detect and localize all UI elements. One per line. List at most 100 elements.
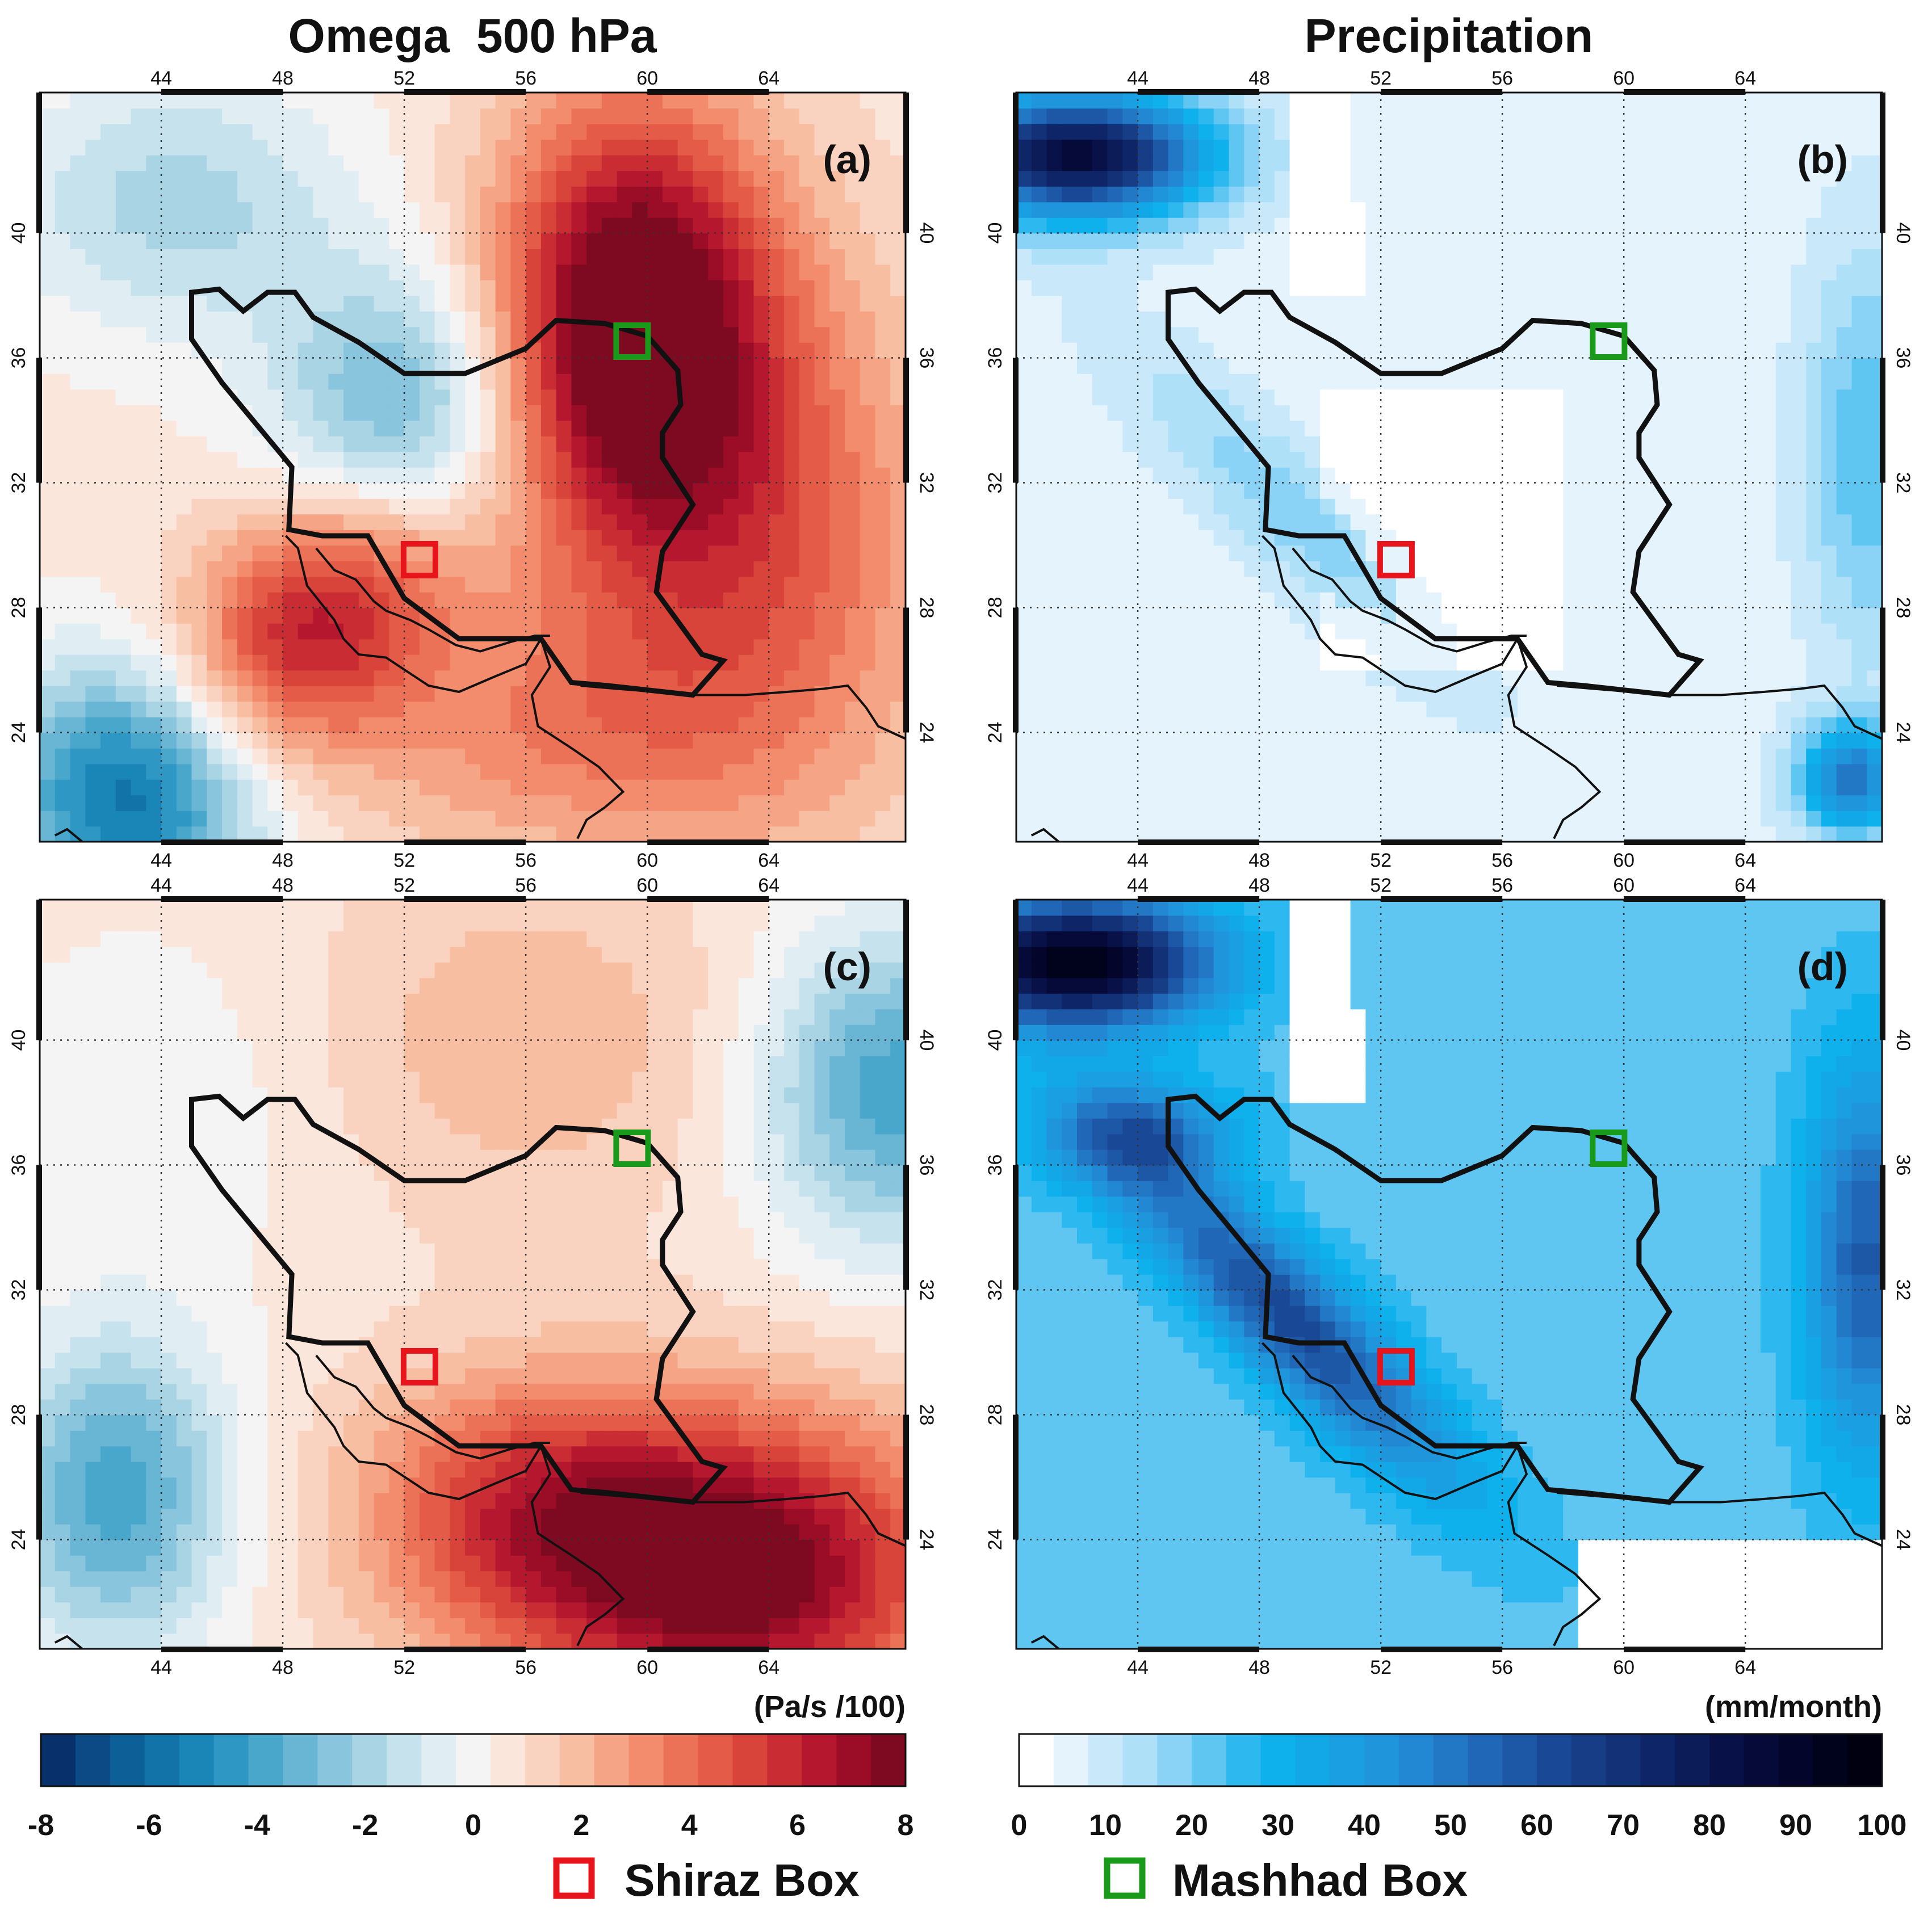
panel-c-coastlines [54,1093,906,1649]
precip-swatch [1122,1734,1158,1786]
panel-a-gridlines [40,93,906,842]
lon-tick-top: 64 [758,68,779,89]
precip-swatch [1675,1734,1710,1786]
panel-c: 44 44 48 48 52 52 56 56 60 60 64 64 40 40 36 36 32 32 28 28… [8,875,937,1678]
iran-border [189,286,728,698]
precip-tick: 20 [1175,1809,1208,1842]
iran-border [189,1093,728,1505]
lon-tick-top: 60 [636,875,658,896]
precip-swatch [1640,1734,1675,1786]
omega-swatch [559,1734,595,1786]
lon-tick-top: 56 [1491,68,1513,89]
lat-tick-right: 36 [916,1154,937,1176]
lon-tick-bottom: 44 [1127,1657,1149,1678]
lon-tick-top: 48 [272,68,294,89]
lon-tick-top: 56 [515,68,537,89]
coastline-1 [284,1342,625,1647]
omega-column-title: Omega 500 hPa [288,9,657,62]
omega-tick: 4 [681,1809,698,1842]
lon-tick-bottom: 48 [1248,1657,1270,1678]
lon-tick-top: 64 [758,875,779,896]
panel-a-coastlines [54,286,906,842]
mashhad-legend-label: Mashhad Box [1172,1855,1468,1905]
precip-swatch [1330,1734,1365,1786]
panel-c-field [40,900,906,1649]
coastline-1 [1261,535,1602,839]
lat-tick-left: 24 [8,1529,30,1551]
omega-swatch [75,1734,111,1786]
omega-swatch [179,1734,215,1786]
coastline-1 [284,535,625,839]
lat-tick-left: 28 [984,1404,1006,1426]
lon-tick-top: 52 [1370,68,1392,89]
lat-tick-left: 28 [984,597,1006,619]
coastline-1 [1261,1342,1602,1647]
lon-tick-top: 48 [1248,68,1270,89]
lat-tick-left: 32 [984,472,1006,494]
lat-tick-left: 24 [984,1529,1006,1551]
omega-tick: -8 [28,1809,54,1842]
lat-tick-right: 36 [1892,1154,1914,1176]
shiraz-box [1377,1348,1415,1385]
omega-swatch [836,1734,871,1786]
lat-tick-left: 40 [984,1030,1006,1051]
lat-tick-right: 40 [916,1030,937,1051]
precip-tick: 50 [1434,1809,1467,1842]
precip-unit: (mm/month) [1705,1690,1882,1724]
coastline-4 [54,828,83,842]
panel-a-field [40,93,906,842]
lat-tick-right: 40 [916,222,937,244]
precip-tick: 70 [1607,1809,1640,1842]
panel-d-label: (d) [1797,944,1848,989]
lat-tick-left: 24 [8,722,30,744]
omega-swatch [41,1734,76,1786]
omega-swatch [525,1734,560,1786]
lon-tick-bottom: 60 [1613,850,1635,871]
precip-swatch [1226,1734,1262,1786]
omega-swatch [767,1734,802,1786]
precip-swatch [1537,1734,1572,1786]
omega-swatch [663,1734,699,1786]
lat-tick-right: 28 [916,597,937,619]
omega-swatch [594,1734,630,1786]
omega-tick: -2 [352,1809,378,1842]
precip-swatch [1295,1734,1330,1786]
precip-tick: 10 [1089,1809,1122,1842]
lon-tick-bottom: 64 [758,1657,779,1678]
panel-a-label: (a) [823,137,871,182]
lon-tick-top: 44 [1127,68,1149,89]
precip-tick: 60 [1520,1809,1553,1842]
panel-b-label: (b) [1797,137,1848,182]
panel-d: 44 44 48 48 52 52 56 56 60 60 64 64 40 40 36 36 32 32 28 28… [984,875,1914,1678]
lon-tick-bottom: 56 [515,1657,537,1678]
panel-b-gridlines [1016,93,1882,842]
panel-b-frame [1013,89,1885,845]
lat-tick-left: 36 [984,1154,1006,1176]
lat-tick-right: 32 [1892,1279,1914,1301]
lon-tick-bottom: 44 [150,850,172,871]
panel-c-gridlines [40,900,906,1649]
lon-tick-bottom: 56 [515,850,537,871]
precip-swatch [1468,1734,1503,1786]
lat-tick-right: 28 [1892,597,1914,619]
lon-tick-bottom: 44 [1127,850,1149,871]
lat-tick-right: 32 [916,1279,937,1301]
panel-d-frame [1013,896,1885,1652]
precip-swatch [1778,1734,1814,1786]
panel-c-label: (c) [823,944,871,989]
precip-swatch [1398,1734,1434,1786]
lat-tick-right: 32 [1892,472,1914,494]
omega-tick: -4 [244,1809,270,1842]
omega-swatch [317,1734,353,1786]
mashhad-box [1590,1130,1628,1167]
lon-tick-bottom: 52 [393,1657,415,1678]
lat-tick-right: 36 [1892,347,1914,369]
lon-tick-top: 64 [1734,68,1756,89]
mashhad-legend-icon [1104,1857,1146,1899]
mashhad-box [613,322,651,360]
shiraz-legend-label: Shiraz Box [625,1855,859,1905]
omega-swatch [283,1734,318,1786]
precip-tick: 90 [1779,1809,1812,1842]
omega-tick: 6 [789,1809,806,1842]
lon-tick-bottom: 52 [1370,1657,1392,1678]
